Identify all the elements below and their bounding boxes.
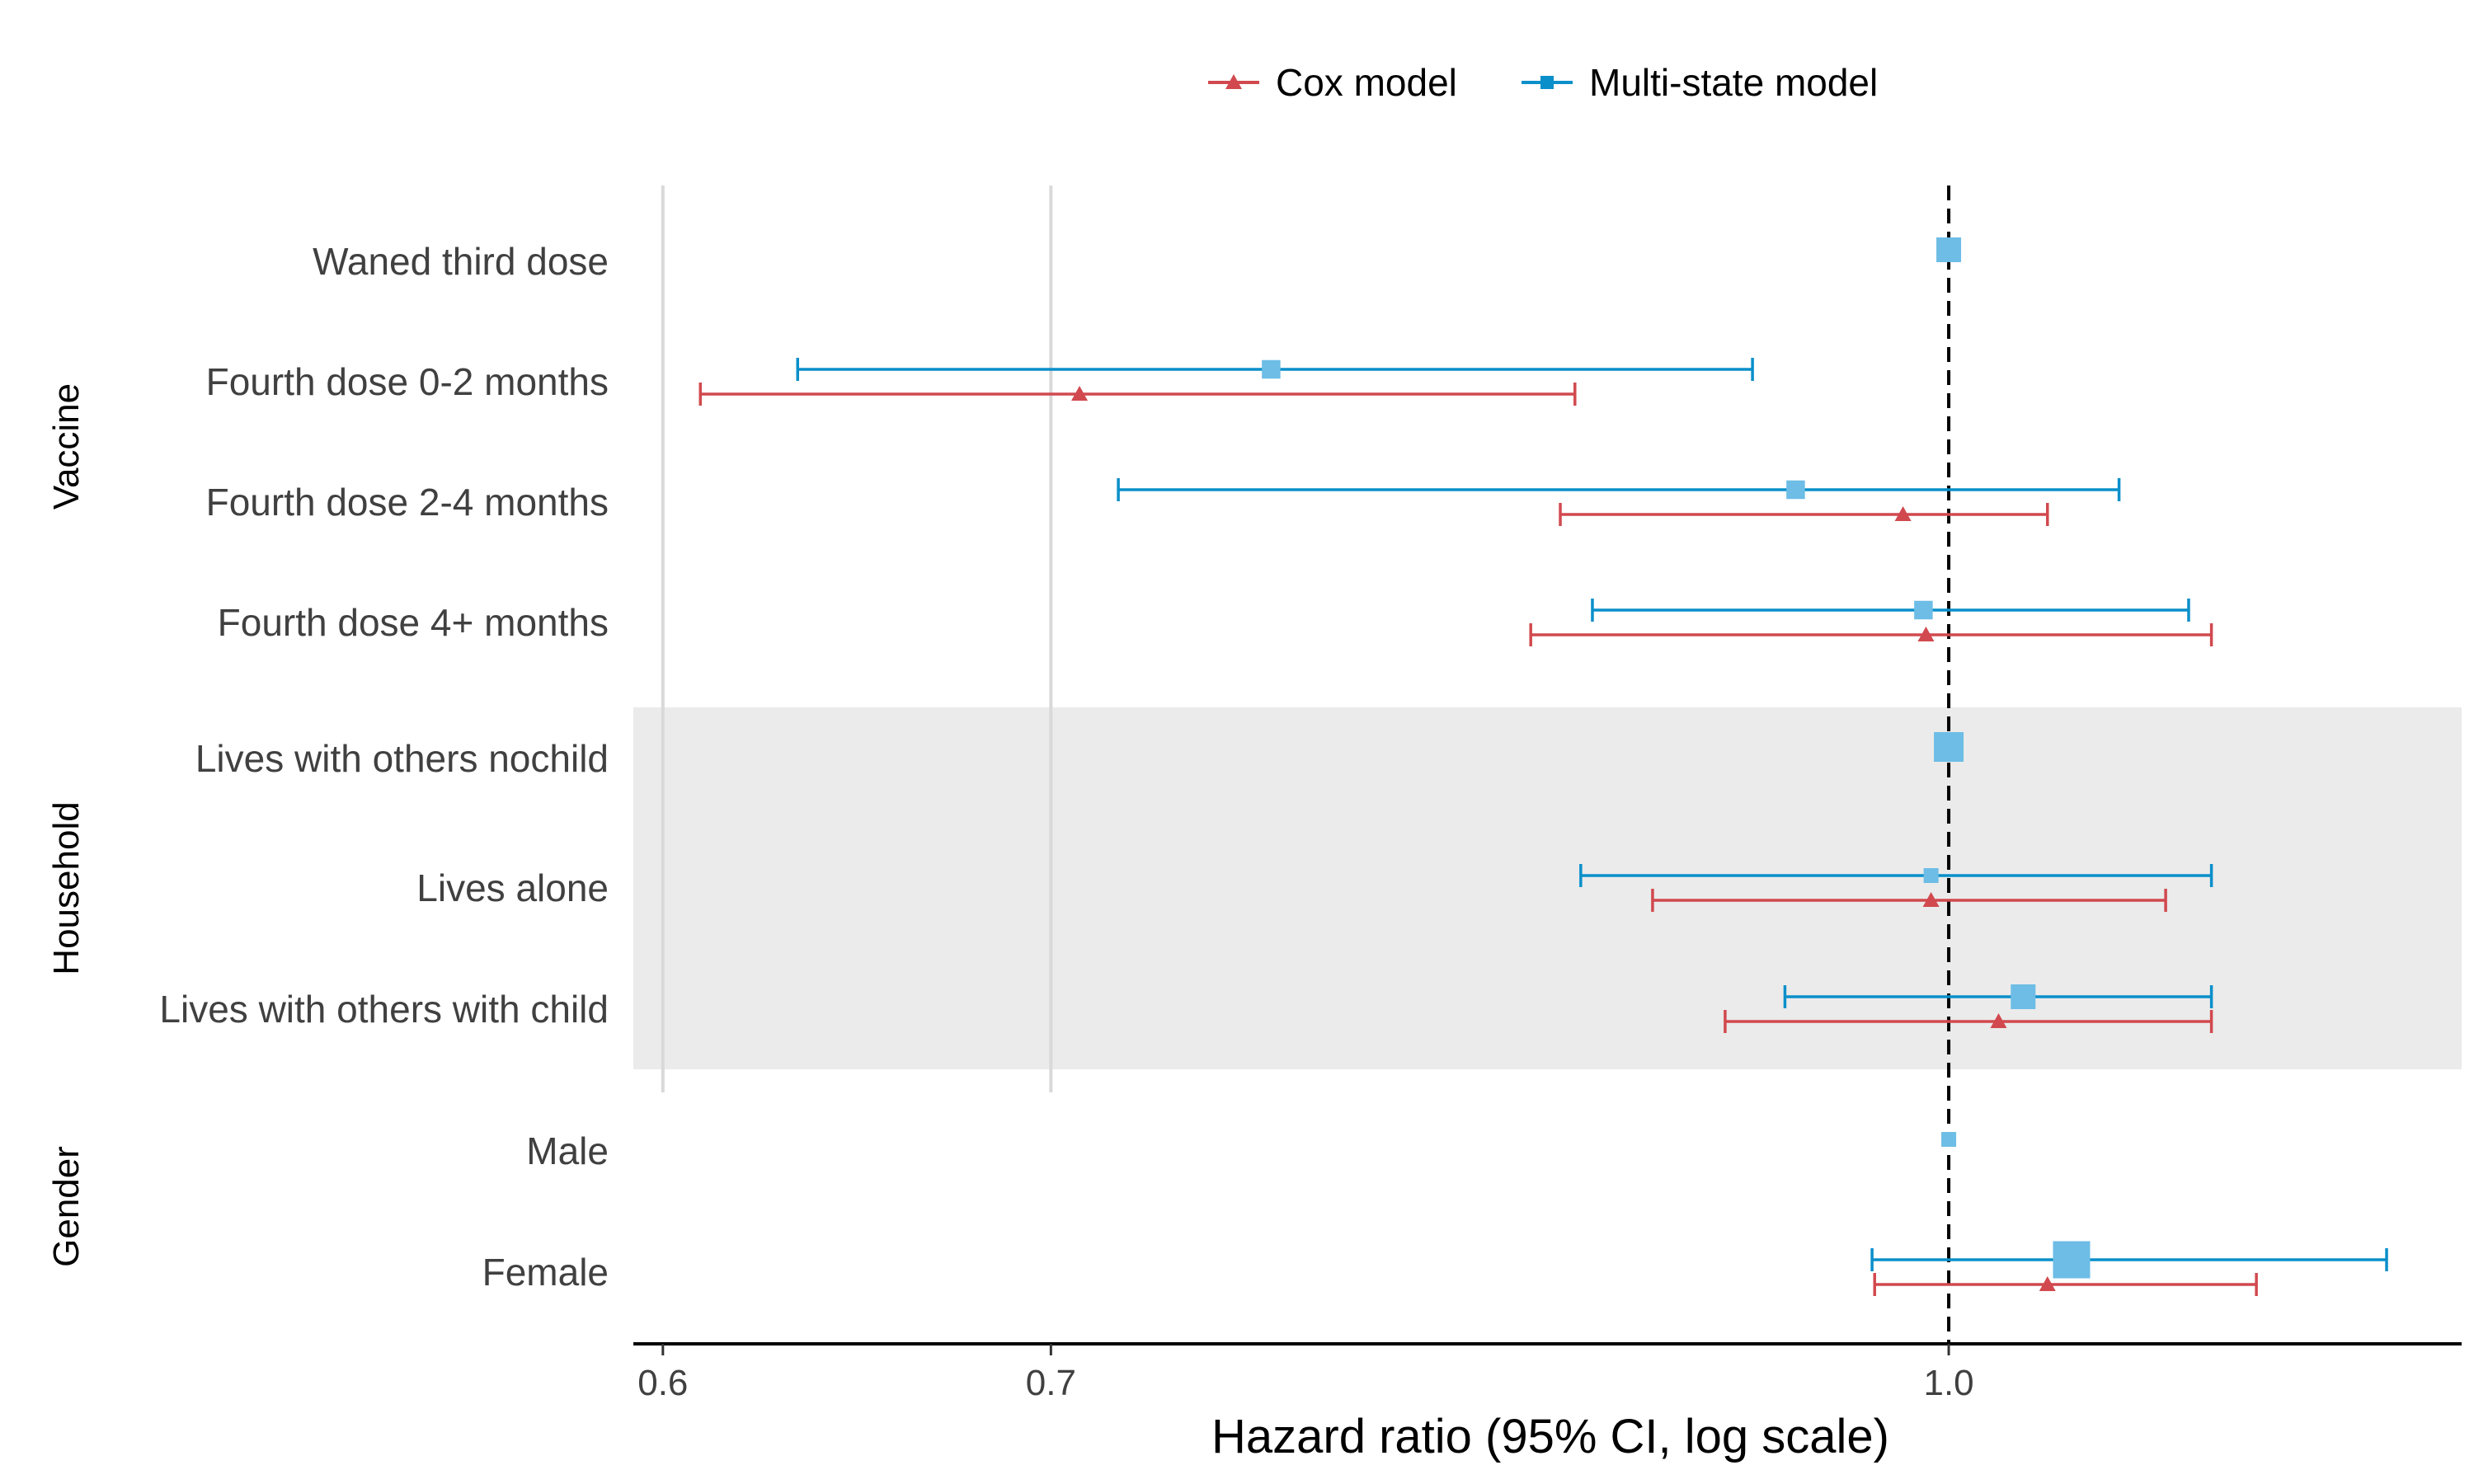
cox-point xyxy=(1922,892,1940,907)
row-fourth-dose-4-months xyxy=(1529,599,2213,646)
row-lives-with-others-nochild xyxy=(1934,732,1964,762)
row-label-lives-with-others-nochild: Lives with others nochild xyxy=(195,737,609,780)
row-lives-alone xyxy=(1579,864,2213,912)
x-tick-label-0.7: 0.7 xyxy=(1026,1363,1076,1403)
row-label-waned-third-dose: Waned third dose xyxy=(313,240,609,283)
cox-point xyxy=(1071,386,1089,401)
group-labels: Vaccine Household Gender xyxy=(46,383,87,1267)
multistate-point xyxy=(1914,600,1933,620)
group-label-vaccine: Vaccine xyxy=(46,383,87,510)
multistate-point xyxy=(1786,480,1805,500)
multistate-point xyxy=(1262,359,1281,379)
row-label-lives-with-others-with-child: Lives with others with child xyxy=(159,988,609,1031)
x-tick-label-0.6: 0.6 xyxy=(637,1363,688,1403)
row-male xyxy=(1941,1132,1957,1147)
multistate-point xyxy=(2053,1241,2091,1279)
legend-label: Cox model xyxy=(1276,61,1457,104)
row-label-female: Female xyxy=(482,1251,609,1294)
cox-point xyxy=(1917,627,1935,641)
reference-marker xyxy=(1936,237,1962,262)
row-fourth-dose-2-4-months xyxy=(1117,478,2121,526)
panel-backgrounds xyxy=(633,707,2462,1069)
row-label-fourth-dose-0-2-months: Fourth dose 0-2 months xyxy=(206,360,609,403)
row-waned-third-dose xyxy=(1936,237,1962,262)
row-labels: Waned third dose Fourth dose 0-2 months Fo… xyxy=(159,240,609,1294)
row-label-fourth-dose-4-months: Fourth dose 4+ months xyxy=(218,601,609,644)
x-axis-title: Hazard ratio (95% CI, log scale) xyxy=(1211,1410,1889,1463)
cox-point xyxy=(1894,506,1912,521)
row-lives-with-others-with-child xyxy=(1724,984,2213,1033)
row-label-male: Male xyxy=(526,1129,609,1172)
reference-marker xyxy=(1934,732,1964,762)
x-tick-label-1.0: 1.0 xyxy=(1923,1363,1973,1403)
series-layer xyxy=(698,237,2388,1296)
cox-point xyxy=(1990,1013,2007,1028)
group-label-gender: Gender xyxy=(46,1146,87,1267)
multistate-point xyxy=(1923,868,1939,883)
multistate-point xyxy=(2011,984,2036,1009)
legend-item-square: Multi-state model xyxy=(1522,61,1878,104)
row-label-lives-alone: Lives alone xyxy=(416,866,609,909)
x-axis-ticks: 0.6 0.7 1.0 xyxy=(637,1344,1974,1403)
reference-marker xyxy=(1941,1132,1957,1147)
legend-key-triangle xyxy=(1225,74,1242,89)
row-label-fourth-dose-2-4-months: Fourth dose 2-4 months xyxy=(206,481,609,524)
legend: Cox model Multi-state model xyxy=(1208,61,1878,104)
group-label-household: Household xyxy=(46,801,87,974)
panel-band-household xyxy=(633,707,2462,1069)
legend-item-triangle: Cox model xyxy=(1208,61,1457,104)
legend-label: Multi-state model xyxy=(1589,61,1878,104)
row-fourth-dose-0-2-months xyxy=(698,358,1754,406)
cox-point xyxy=(2039,1276,2056,1291)
gridlines xyxy=(661,186,1053,1092)
row-female xyxy=(1870,1241,2388,1296)
legend-key-square xyxy=(1540,76,1554,89)
